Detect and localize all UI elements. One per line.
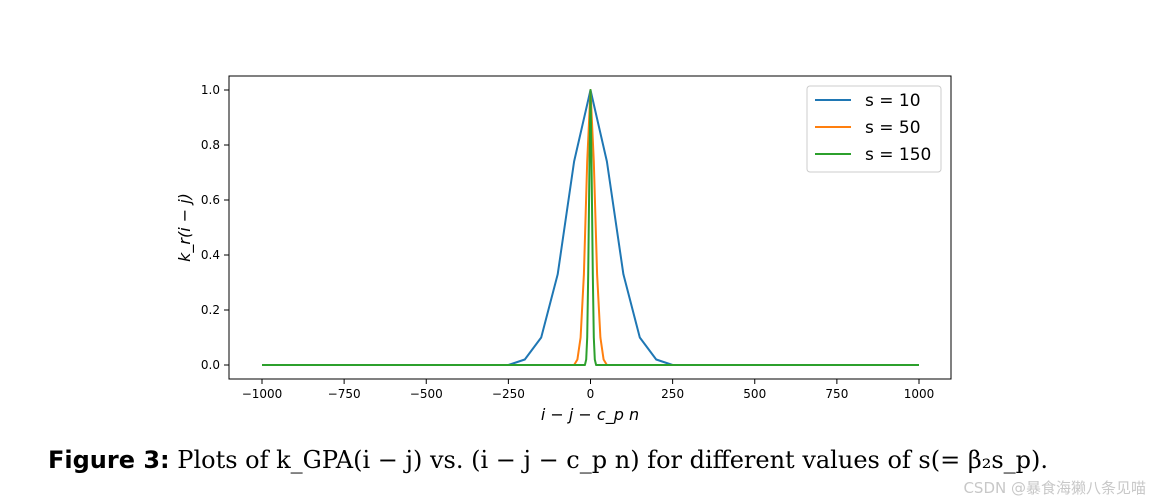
series-layer (262, 89, 919, 366)
line-chart: −1000 −750 −500 −250 0 250 500 750 1000 0.00.20.… (175, 75, 952, 425)
y-axis-ticks: 0.0 0.2 0.4 0.6 0.8 1.0 (201, 83, 229, 372)
x-tick-label: 750 (825, 387, 848, 401)
y-axis-label: k_r(i − j) (175, 193, 195, 262)
x-tick-label: 0 (587, 387, 595, 401)
y-tick-label: 0.8 (201, 138, 220, 152)
legend-label: s = 50 (865, 118, 921, 138)
y-tick-label: 0.2 (201, 303, 220, 317)
x-axis-ticks: −1000 −750 −500 −250 0 250 500 750 1000 (242, 379, 935, 401)
x-tick-label: 1000 (904, 387, 935, 401)
caption-text: Plots of k_GPA(i − j) vs. (i − j − c_p n… (177, 446, 1049, 474)
y-tick-label: 0.0 (201, 358, 220, 372)
x-tick-label: 500 (743, 387, 766, 401)
x-tick-label: −750 (328, 387, 361, 401)
legend-box (806, 85, 942, 173)
y-tick-label: 0.4 (201, 248, 220, 262)
caption-label: Figure 3: (48, 446, 170, 474)
series-line-3 (262, 89, 919, 366)
legend-label: s = 10 (865, 91, 921, 111)
legend: s = 10 s = 50 s = 150 (806, 85, 942, 173)
y-tick-label: 1.0 (201, 83, 220, 97)
legend-label: s = 150 (865, 145, 931, 165)
x-tick-label: −250 (492, 387, 525, 401)
x-axis-label: i − j − c_p n (541, 405, 639, 425)
y-tick-label: 0.6 (201, 193, 220, 207)
x-tick-label: −500 (410, 387, 443, 401)
figure-caption: Figure 3: Plots of k_GPA(i − j) vs. (i −… (48, 446, 1138, 486)
watermark: CSDN @暴食海獭八条见喵 (963, 479, 1146, 497)
x-tick-label: −1000 (242, 387, 283, 401)
x-tick-label: 250 (661, 387, 684, 401)
